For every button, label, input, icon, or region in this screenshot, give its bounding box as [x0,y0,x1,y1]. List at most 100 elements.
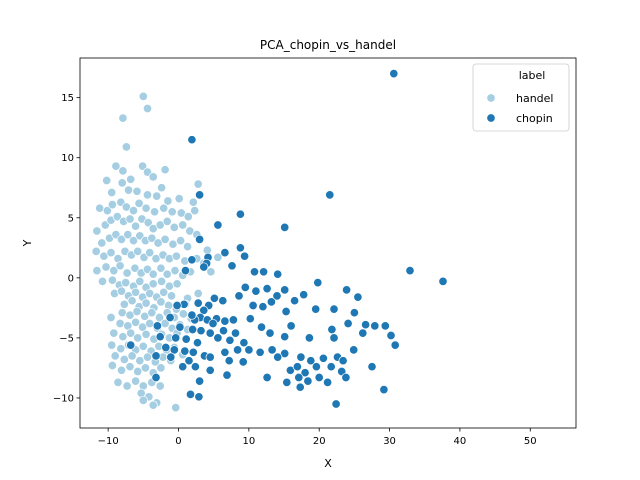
point-handel [145,248,155,258]
point-handel [160,165,170,175]
point-chopin [240,282,250,292]
point-chopin [273,269,283,279]
point-chopin [280,222,290,232]
point-handel [109,328,119,338]
point-chopin [171,333,181,343]
point-chopin [205,328,215,338]
point-handel [113,377,123,387]
point-chopin [329,304,339,314]
point-handel [115,318,125,329]
point-chopin [318,353,328,363]
point-handel [157,183,167,193]
point-handel [168,239,178,249]
point-handel [142,103,153,114]
point-chopin [262,372,272,383]
x-tick-label: 30 [383,436,396,447]
point-handel [151,254,161,264]
point-chopin [342,285,352,295]
point-chopin [361,320,371,330]
point-chopin [235,243,245,253]
point-handel [118,113,128,123]
point-chopin [233,345,243,355]
point-handel [97,238,107,248]
x-tick-label: 20 [313,436,326,447]
point-chopin [213,333,223,343]
point-chopin [245,314,255,324]
point-chopin [224,356,234,366]
point-chopin [343,318,353,329]
point-handel [140,363,150,373]
point-handel [143,218,153,228]
legend-marker-handel [486,93,496,103]
point-handel [138,91,148,101]
x-tick-label: −10 [98,436,119,447]
y-tick-label: −10 [53,393,74,404]
point-handel [112,212,122,222]
point-handel [152,191,162,201]
point-chopin [313,278,323,288]
legend: label handel chopin [472,63,570,132]
plot-area-frame [79,57,577,429]
point-chopin [286,321,296,331]
point-chopin [256,322,267,332]
point-handel [99,251,109,261]
point-chopin [172,300,182,311]
point-chopin [195,376,205,386]
point-handel [117,308,127,318]
point-handel [141,329,151,339]
point-handel [178,220,188,230]
point-handel [135,276,145,286]
point-chopin [259,267,269,277]
point-chopin [296,352,306,362]
legend-title: label [519,69,546,82]
point-handel [171,403,181,413]
point-handel [109,266,119,276]
point-handel [147,233,157,243]
point-chopin [285,365,295,375]
point-handel [111,161,121,171]
point-handel [132,186,142,196]
point-handel [157,276,167,286]
point-handel [176,236,186,246]
point-handel [122,381,132,391]
x-tick-label: 10 [242,436,255,447]
point-chopin [195,190,205,200]
point-handel [148,279,158,289]
point-chopin [187,135,197,145]
point-chopin [188,324,198,335]
point-chopin [331,399,341,409]
point-chopin [311,362,321,372]
point-chopin [325,190,335,200]
x-axis-label: X [324,457,332,470]
point-chopin [239,338,249,348]
point-chopin [180,346,190,356]
point-chopin [349,308,359,318]
point-chopin [338,356,348,366]
point-handel [206,267,216,277]
point-handel [138,341,148,351]
point-handel [153,238,163,248]
point-chopin [248,300,258,311]
point-handel [131,376,141,386]
point-chopin [126,340,136,350]
point-chopin [218,326,229,336]
point-chopin [389,69,399,79]
point-handel [156,363,166,373]
y-tick-label: 0 [68,273,74,284]
point-handel [92,226,102,236]
point-handel [169,222,179,232]
point-handel [190,206,200,216]
point-chopin [175,322,185,332]
point-chopin [155,332,165,342]
point-chopin [280,348,290,359]
point-handel [133,366,143,377]
point-chopin [190,362,200,372]
point-handel [176,208,186,218]
point-chopin [323,377,333,387]
point-handel [123,230,133,240]
point-chopin [311,304,321,314]
point-handel [97,276,108,286]
point-handel [102,175,112,186]
point-handel [131,317,141,327]
